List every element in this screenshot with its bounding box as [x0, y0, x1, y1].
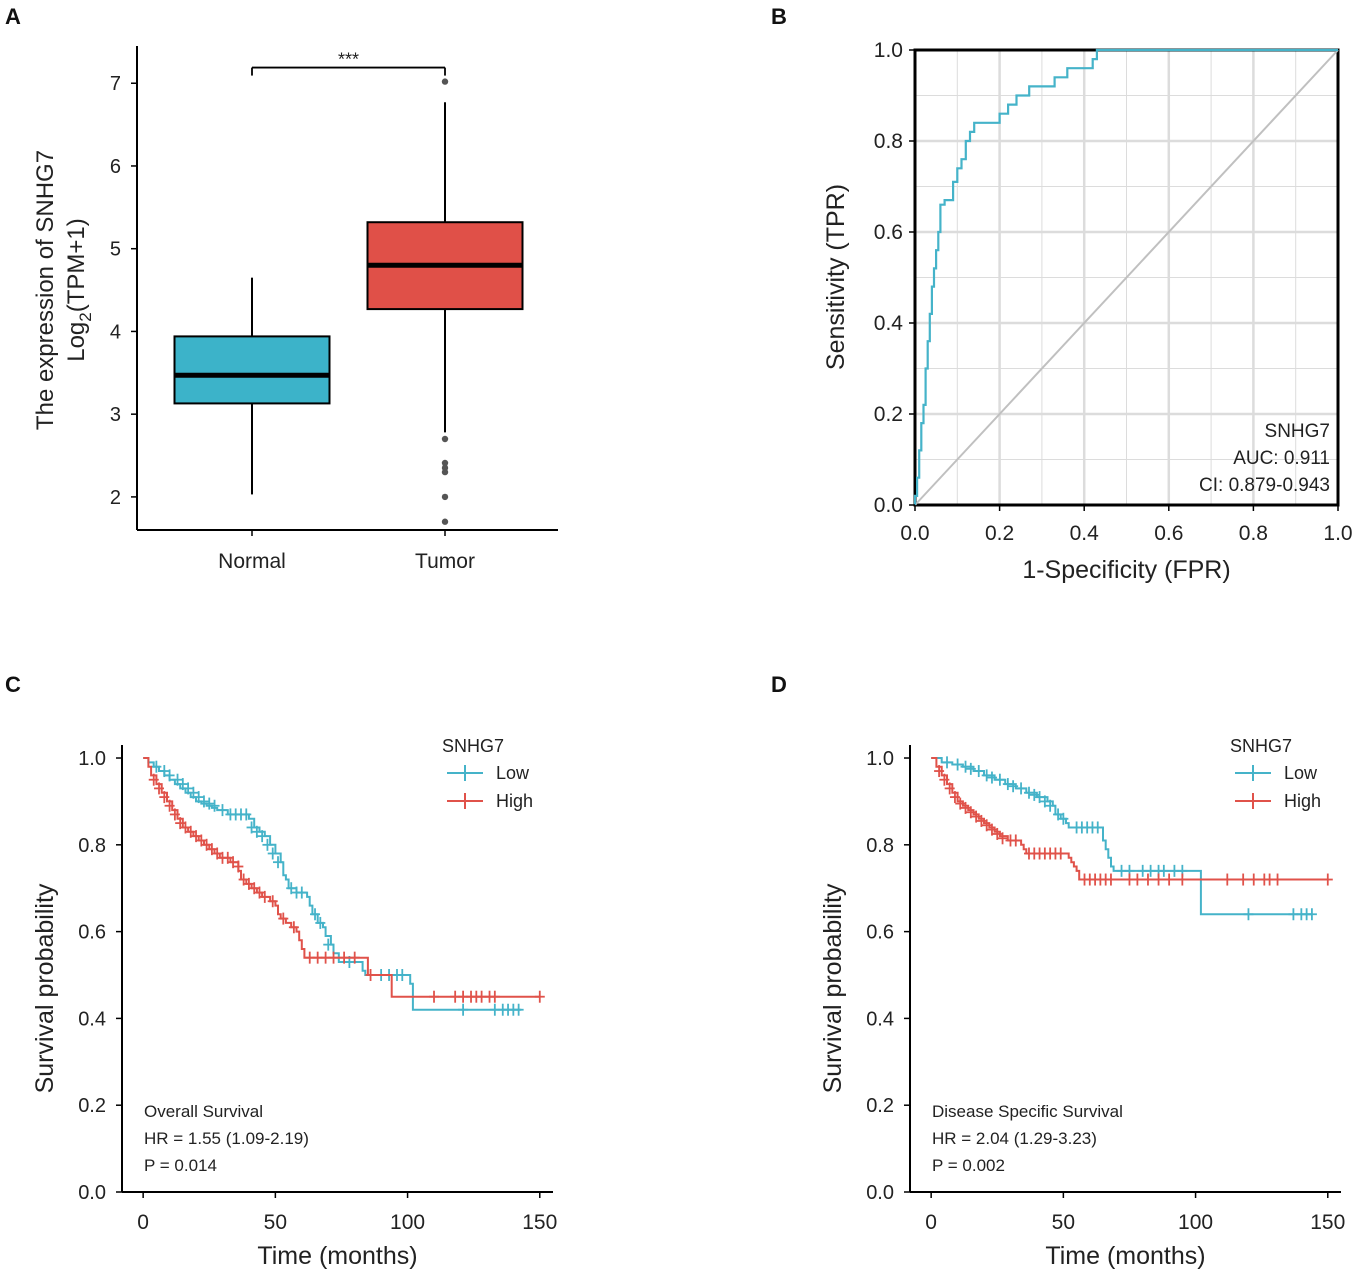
- x-tick-label: 100: [390, 1211, 425, 1234]
- km-annotation: P = 0.014: [144, 1156, 217, 1175]
- y-tick-label: 6: [110, 156, 121, 178]
- panel-c-km: 0.0 0.2 0.4 0.6 0.8 1.0 0 50 100 150 Survival prob…: [31, 736, 557, 1270]
- outlier-point: [441, 518, 449, 525]
- x-tick-label: 0.2: [985, 522, 1014, 545]
- roc-annotation: CI: 0.879-0.943: [1199, 475, 1330, 496]
- legend-label-low: Low: [496, 763, 530, 783]
- y-tick-label: 0.4: [866, 1008, 894, 1030]
- y-axis-label-units: Log2(TPM+1): [63, 218, 95, 362]
- panel-a-boxplot: 2 3 4 5 6 7 Normal Tumor *** The expression of SN…: [32, 46, 558, 573]
- y-tick-label: 1.0: [866, 748, 894, 770]
- y-axis-label: Sensitivity (TPR): [822, 184, 850, 370]
- y-tick-label: 0.0: [866, 1182, 894, 1204]
- y-tick-label: 4: [110, 321, 121, 343]
- x-tick-label: 0.6: [1154, 522, 1183, 545]
- y-axis-label: Survival probability: [31, 883, 59, 1093]
- y-tick-label: 1.0: [874, 39, 903, 62]
- y-tick-label: 2: [110, 487, 121, 509]
- y-tick-label: 0.8: [874, 130, 903, 153]
- y-tick-label: 0.6: [874, 221, 903, 244]
- roc-annotation: AUC: 0.911: [1233, 448, 1330, 469]
- significance-stars: ***: [338, 50, 359, 70]
- legend-label-high: High: [496, 791, 533, 811]
- x-tick-label: 0.4: [1070, 522, 1100, 545]
- x-axis-label: 1-Specificity (FPR): [1022, 556, 1230, 584]
- reference-diagonal: [914, 49, 1339, 506]
- outlier-point: [441, 435, 449, 443]
- panel-label-b: B: [771, 4, 787, 29]
- km-annotation: Disease Specific Survival: [932, 1102, 1123, 1121]
- y-tick-label: 0.0: [874, 494, 903, 517]
- roc-annotation: SNHG7: [1265, 421, 1330, 442]
- legend-title: SNHG7: [442, 736, 504, 756]
- y-tick-label: 0.2: [874, 403, 903, 426]
- outlier-point: [441, 78, 449, 85]
- x-tick-label: 50: [1052, 1211, 1075, 1234]
- y-tick-label: 3: [110, 404, 121, 426]
- x-axis-label: Time (months): [1045, 1242, 1205, 1270]
- y-tick-label: 0.4: [78, 1008, 106, 1030]
- legend-title: SNHG7: [1230, 736, 1292, 756]
- x-tick-label: Normal: [218, 550, 286, 573]
- km-curve-high: [143, 757, 540, 998]
- km-annotation: HR = 1.55 (1.09-2.19): [144, 1129, 309, 1148]
- y-tick-label: 7: [110, 73, 121, 95]
- y-tick-label: 0.4: [874, 312, 904, 335]
- y-tick-label: 0.8: [78, 835, 106, 857]
- km-curve-high: [931, 757, 1328, 881]
- roc-curve: [913, 48, 1338, 505]
- x-tick-label: 150: [522, 1211, 557, 1234]
- x-tick-label: 0.0: [900, 522, 929, 545]
- y-tick-label: 1.0: [78, 748, 106, 770]
- x-tick-label: 150: [1310, 1211, 1345, 1234]
- y-axis-label: Survival probability: [819, 883, 847, 1093]
- y-axis-label: The expression of SNHG7: [32, 150, 59, 430]
- panel-label-a: A: [5, 4, 21, 29]
- legend-label-high: High: [1284, 791, 1321, 811]
- km-annotation: Overall Survival: [144, 1102, 263, 1121]
- y-tick-label: 0.2: [78, 1095, 106, 1117]
- outlier-point: [441, 468, 449, 476]
- x-tick-label: 0: [925, 1211, 937, 1234]
- y-tick-label: 0.0: [78, 1182, 106, 1204]
- outlier-point: [441, 459, 449, 467]
- y-tick-label: 0.8: [866, 835, 894, 857]
- x-tick-label: Tumor: [415, 550, 475, 573]
- y-tick-label: 0.2: [866, 1095, 894, 1117]
- x-tick-label: 50: [264, 1211, 287, 1234]
- panel-b-roc: 0.0 0.2 0.4 0.6 0.8 1.0 0.0 0.2 0.4 0.6 0.8 1.0 1-Sp…: [822, 39, 1353, 584]
- x-tick-label: 0: [137, 1211, 149, 1234]
- km-curve-low: [931, 757, 1312, 916]
- km-annotation: HR = 2.04 (1.29-3.23): [932, 1129, 1097, 1148]
- box-normal: [173, 335, 331, 405]
- panel-d-km: 0.0 0.2 0.4 0.6 0.8 1.0 0 50 100 150 Survival prob…: [819, 736, 1345, 1270]
- x-tick-label: 100: [1178, 1211, 1213, 1234]
- panel-label-d: D: [771, 672, 787, 697]
- legend-label-low: Low: [1284, 763, 1318, 783]
- x-tick-label: 0.8: [1239, 522, 1268, 545]
- y-tick-label: 0.6: [78, 922, 106, 944]
- y-tick-label: 0.6: [866, 922, 894, 944]
- y-tick-label: 5: [110, 239, 121, 261]
- panel-label-c: C: [5, 672, 21, 697]
- x-tick-label: 1.0: [1323, 522, 1352, 545]
- outlier-point: [441, 493, 449, 501]
- km-annotation: P = 0.002: [932, 1156, 1005, 1175]
- x-axis-label: Time (months): [257, 1242, 417, 1270]
